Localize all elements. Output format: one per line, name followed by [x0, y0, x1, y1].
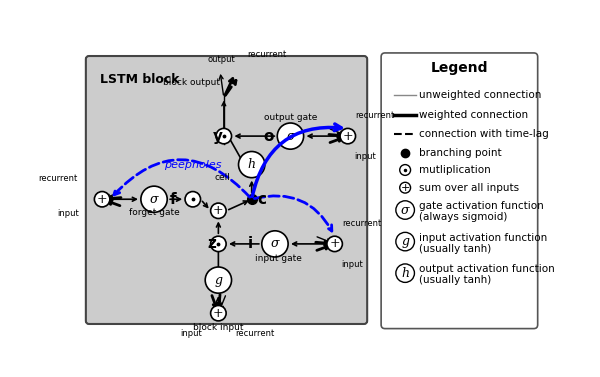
Text: +: +: [213, 307, 224, 320]
Text: sum over all inputs: sum over all inputs: [419, 183, 519, 193]
Text: h: h: [401, 267, 409, 280]
Circle shape: [400, 182, 410, 193]
Text: +: +: [97, 193, 107, 206]
Circle shape: [396, 232, 415, 251]
Circle shape: [262, 231, 288, 257]
Circle shape: [211, 236, 226, 251]
Circle shape: [211, 203, 226, 219]
Text: input: input: [341, 260, 362, 269]
Text: input: input: [57, 209, 79, 218]
Circle shape: [211, 305, 226, 321]
Text: peepholes: peepholes: [164, 161, 221, 170]
Text: +: +: [400, 183, 410, 193]
Text: (always sigmoid): (always sigmoid): [419, 212, 508, 222]
Text: h: h: [248, 158, 256, 171]
Text: recurrent: recurrent: [247, 50, 286, 59]
Text: input activation function: input activation function: [419, 233, 547, 243]
Text: g: g: [214, 274, 223, 287]
Text: +: +: [329, 238, 340, 250]
Text: recurrent: recurrent: [356, 111, 395, 120]
Circle shape: [277, 123, 304, 149]
Text: i: i: [248, 236, 253, 251]
Text: recurrent: recurrent: [38, 174, 77, 183]
Text: block input: block input: [193, 323, 244, 332]
Circle shape: [94, 192, 110, 207]
Text: y: y: [213, 129, 223, 144]
Text: σ: σ: [150, 193, 158, 206]
Text: recurrent: recurrent: [235, 329, 275, 338]
Text: input gate: input gate: [256, 254, 302, 263]
Text: recurrent: recurrent: [343, 219, 382, 228]
Circle shape: [205, 267, 232, 293]
Circle shape: [327, 236, 343, 251]
Text: output: output: [208, 55, 235, 64]
Text: output gate: output gate: [264, 113, 317, 122]
Text: input: input: [181, 329, 202, 338]
Text: f: f: [170, 192, 176, 207]
Circle shape: [216, 129, 232, 144]
Text: branching point: branching point: [419, 148, 502, 158]
Text: mutliplication: mutliplication: [419, 165, 491, 175]
Text: σ: σ: [271, 238, 279, 250]
Text: input: input: [354, 152, 376, 161]
Text: forget gate: forget gate: [128, 208, 179, 217]
Circle shape: [239, 152, 265, 178]
Text: c: c: [257, 192, 266, 207]
Text: o: o: [263, 129, 274, 144]
Circle shape: [185, 192, 200, 207]
Circle shape: [396, 264, 415, 282]
Text: unweighted connection: unweighted connection: [419, 90, 541, 100]
Text: +: +: [343, 130, 353, 143]
Text: (usually tanh): (usually tanh): [419, 275, 491, 285]
Text: block output: block output: [163, 78, 220, 87]
Text: +: +: [213, 204, 224, 217]
Text: LSTM block: LSTM block: [100, 74, 179, 86]
Text: (usually tanh): (usually tanh): [419, 244, 491, 253]
Circle shape: [141, 186, 167, 212]
Circle shape: [400, 165, 410, 175]
Text: σ: σ: [401, 204, 409, 216]
Text: g: g: [401, 235, 409, 248]
FancyBboxPatch shape: [86, 56, 367, 324]
Text: σ: σ: [286, 130, 295, 143]
Circle shape: [340, 129, 356, 144]
Text: z: z: [208, 236, 217, 251]
Text: cell: cell: [214, 173, 230, 182]
Text: Legend: Legend: [431, 61, 488, 75]
Text: connection with time-lag: connection with time-lag: [419, 129, 549, 139]
FancyBboxPatch shape: [381, 53, 538, 329]
Text: gate activation function: gate activation function: [419, 201, 544, 211]
Text: weighted connection: weighted connection: [419, 110, 528, 120]
Circle shape: [396, 201, 415, 219]
Text: output activation function: output activation function: [419, 264, 555, 274]
